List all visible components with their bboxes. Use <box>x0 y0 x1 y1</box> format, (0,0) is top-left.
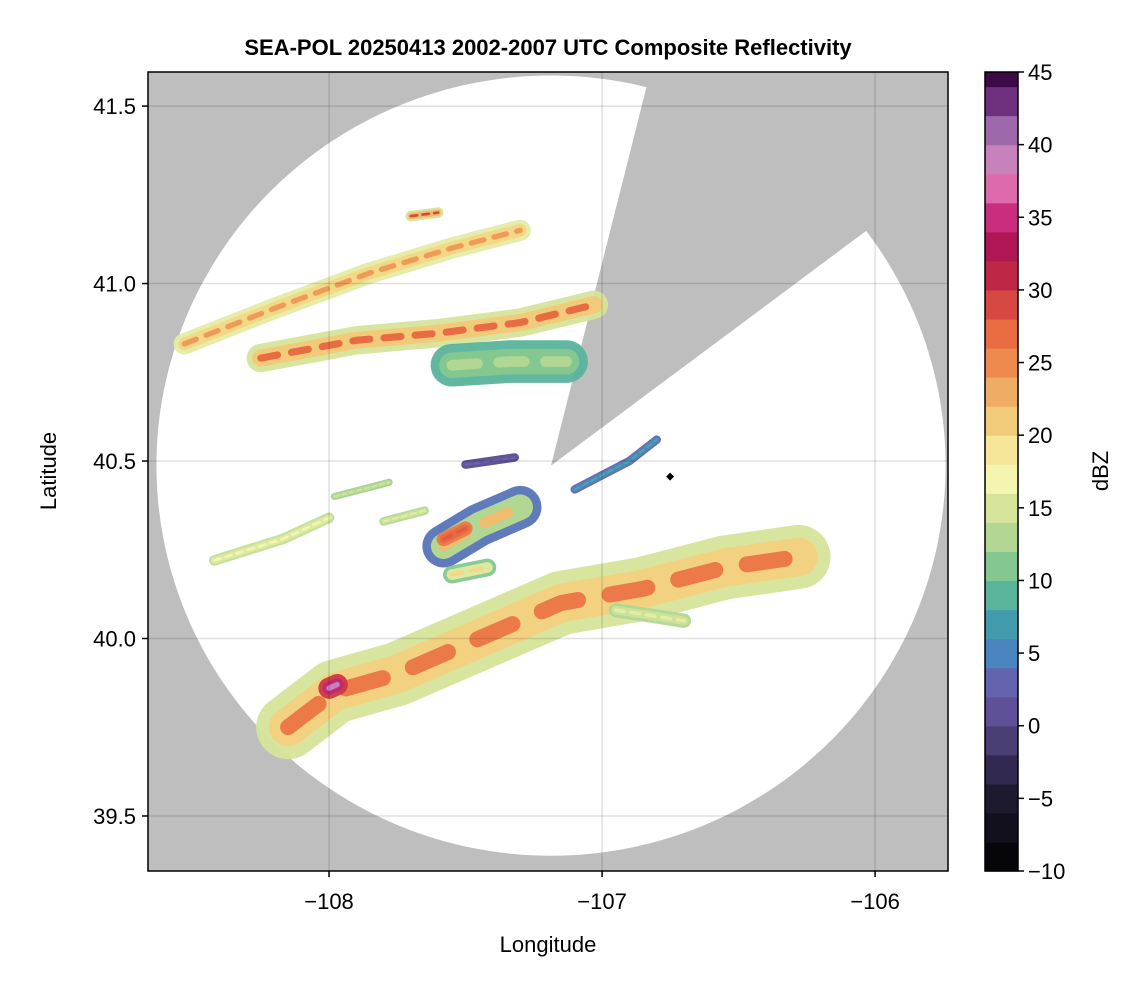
echo-core <box>446 356 572 371</box>
y-axis: 39.5 40.0 40.5 41.0 41.5 <box>93 94 148 829</box>
colorbar-band <box>985 638 1018 669</box>
y-tick-label: 41.5 <box>93 94 136 119</box>
echo-region <box>461 453 519 469</box>
colorbar-band <box>985 72 1018 88</box>
colorbar-tick-label: 15 <box>1028 496 1052 521</box>
echo-core <box>464 456 516 466</box>
colorbar-tick-label: −5 <box>1028 786 1053 811</box>
y-tick-label: 39.5 <box>93 804 136 829</box>
y-tick-label: 41.0 <box>93 272 136 297</box>
y-tick-label: 40.5 <box>93 449 136 474</box>
echo-region <box>443 558 497 584</box>
echo-region <box>608 603 692 628</box>
colorbar-band <box>985 522 1018 552</box>
echo-region <box>379 506 429 526</box>
echo-region <box>318 673 348 699</box>
colorbar-band <box>985 783 1018 814</box>
colorbar-band <box>985 289 1018 320</box>
colorbar-band <box>985 464 1018 494</box>
x-tick-label: −108 <box>304 889 354 914</box>
colorbar-band <box>985 406 1018 436</box>
echo-core <box>449 565 490 577</box>
colorbar-band <box>985 348 1018 378</box>
colorbar-band <box>985 435 1018 465</box>
plot-area <box>148 72 948 871</box>
y-tick-label: 40.0 <box>93 627 136 652</box>
x-tick-label: −107 <box>577 889 627 914</box>
x-axis: −108 −107 −106 <box>304 871 900 914</box>
colorbar-band <box>985 841 1018 872</box>
x-tick-label: −106 <box>850 889 900 914</box>
echo-core <box>409 211 440 218</box>
colorbar-band <box>985 754 1018 785</box>
colorbar-tick-label: 0 <box>1028 714 1040 739</box>
chart-title: SEA-POL 20250413 2002-2007 UTC Composite… <box>244 35 852 60</box>
colorbar-label: dBZ <box>1088 451 1113 491</box>
plot-frame <box>147 71 949 872</box>
colorbar-tick-label: 5 <box>1028 641 1040 666</box>
blocked-sector <box>551 72 948 466</box>
colorbar-tick-label: 25 <box>1028 351 1052 376</box>
colorbar-band <box>985 725 1018 756</box>
colorbar-band <box>985 202 1018 233</box>
colorbar-tick-label: 40 <box>1028 133 1052 158</box>
echo-core <box>333 481 390 498</box>
grid <box>148 72 948 871</box>
echo-region <box>405 207 444 222</box>
echo-region <box>208 512 335 566</box>
y-axis-label: Latitude <box>36 432 61 510</box>
colorbar-band <box>985 696 1018 727</box>
echo-region <box>436 521 473 547</box>
colorbar-tick-label: −10 <box>1028 859 1065 884</box>
colorbar-band <box>985 580 1018 611</box>
echo-core <box>212 516 331 562</box>
colorbar-band <box>985 609 1018 640</box>
echo-region <box>173 219 531 355</box>
echo-core <box>326 681 340 691</box>
colorbar-tick-label: 35 <box>1028 205 1052 230</box>
x-axis-label: Longitude <box>500 932 597 957</box>
echo-core <box>573 438 658 491</box>
colorbar: −10 −5 0 5 10 15 20 25 30 35 40 45 <box>984 60 1065 884</box>
echo-layer <box>173 207 831 760</box>
echo-core <box>257 301 598 362</box>
colorbar-band <box>985 231 1018 262</box>
colorbar-band <box>985 812 1018 843</box>
colorbar-band <box>985 144 1018 175</box>
echo-core <box>613 608 686 623</box>
colorbar-band <box>985 260 1018 291</box>
colorbar-tick-label: 20 <box>1028 423 1052 448</box>
colorbar-band <box>985 173 1018 204</box>
colorbar-band <box>985 493 1018 523</box>
colorbar-band <box>985 377 1018 407</box>
echo-region <box>330 478 393 501</box>
echo-region <box>430 340 588 387</box>
colorbar-band <box>985 551 1018 582</box>
colorbar-tick-label: 10 <box>1028 568 1052 593</box>
colorbar-frame <box>984 71 1019 872</box>
location-marker <box>666 472 675 481</box>
colorbar-band <box>985 667 1018 698</box>
echo-core <box>382 509 426 523</box>
colorbar-band <box>985 115 1018 146</box>
colorbar-band <box>985 86 1018 117</box>
colorbar-band <box>985 318 1018 349</box>
colorbar-tick-label: 30 <box>1028 278 1052 303</box>
colorbar-tick-label: 45 <box>1028 60 1052 85</box>
echo-core <box>181 227 523 347</box>
echo-core <box>441 526 468 541</box>
echo-region <box>246 290 609 373</box>
echo-region <box>570 435 661 494</box>
